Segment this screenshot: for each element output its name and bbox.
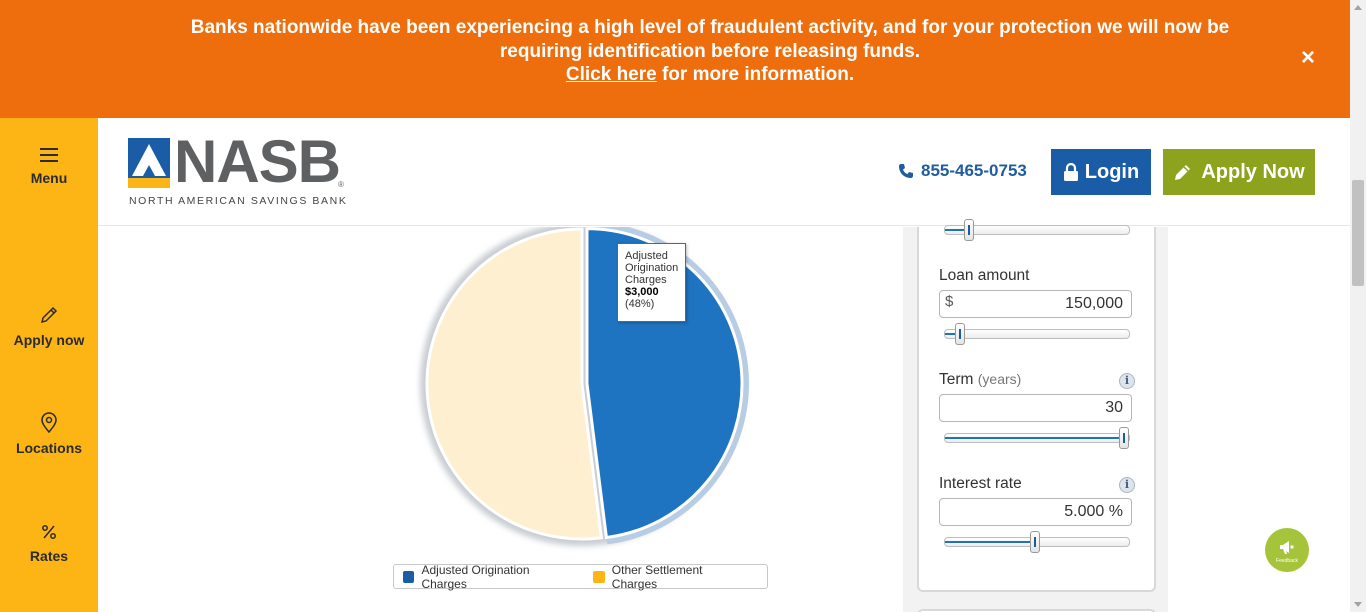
phone-link[interactable]: 855-465-0753 [898, 161, 1027, 181]
sidebar-item-rates[interactable]: Rates [0, 522, 98, 564]
login-button[interactable]: Login [1051, 149, 1151, 195]
term-field[interactable]: 30 [939, 394, 1132, 422]
sidebar-item-menu[interactable]: Menu [0, 146, 98, 186]
sidebar-item-label: Menu [30, 170, 68, 186]
slider-handle[interactable] [1119, 427, 1129, 449]
loan-amount-label: Loan amount [939, 267, 1030, 284]
lock-icon [1063, 162, 1078, 181]
sidebar-item-label: Locations [15, 440, 83, 456]
slider-fill [945, 437, 1124, 439]
legend-swatch [403, 570, 415, 583]
interest-rate-slider[interactable] [944, 531, 1130, 553]
settlement-charges-pie-chart [420, 227, 749, 546]
alert-message: Banks nationwide have been experiencing … [150, 16, 1270, 87]
slider-handle[interactable] [955, 323, 965, 345]
pie-slice-other-settlement-charges[interactable] [425, 227, 604, 541]
pencil-icon [1175, 165, 1191, 180]
loan-amount-field[interactable]: $ 150,000 [939, 290, 1132, 318]
percent-icon [42, 525, 56, 539]
close-icon[interactable]: × [1300, 44, 1315, 71]
loan-amount-slider[interactable] [944, 323, 1130, 345]
feedback-button[interactable]: Feedback [1265, 528, 1309, 572]
legend-item-other[interactable]: Other Settlement Charges [593, 563, 745, 591]
scroll-thumb[interactable] [1352, 180, 1364, 286]
apply-now-label: Apply Now [1201, 160, 1305, 183]
slider-fill [945, 333, 960, 335]
term-value: 30 [1105, 399, 1123, 416]
page-scrollbar[interactable] [1350, 0, 1366, 612]
currency-prefix: $ [945, 293, 954, 310]
apply-now-button[interactable]: Apply Now [1163, 149, 1315, 195]
pencil-icon [40, 306, 58, 324]
term-label: Term (years) [939, 371, 1021, 389]
calculator-card: Loan amount $ 150,000 Term (years) i 30 … [917, 219, 1156, 592]
map-pin-icon [41, 412, 57, 434]
interest-rate-info-icon[interactable]: i [1119, 477, 1135, 493]
chart-legend: Adjusted Origination Charges Other Settl… [393, 563, 768, 591]
sidebar: Menu Apply now Locations Rates [0, 118, 98, 612]
sidebar-item-locations[interactable]: Locations [0, 412, 98, 456]
slider-fill [945, 541, 1035, 543]
alert-message-text: Banks nationwide have been experiencing … [190, 17, 1230, 62]
slider-handle[interactable] [964, 219, 974, 241]
hamburger-icon [40, 148, 58, 162]
tooltip-label: Adjusted Origination Charges [625, 250, 679, 286]
interest-rate-value: 5.000 % [1064, 503, 1123, 520]
term-label-text: Term [939, 371, 974, 388]
sidebar-item-apply-now[interactable]: Apply now [0, 304, 98, 348]
sidebar-item-label: Rates [29, 548, 69, 564]
loan-amount-value: 150,000 [1065, 295, 1123, 312]
top-slider[interactable] [944, 219, 1130, 241]
phone-icon [899, 164, 913, 178]
logo-registered-mark: ® [338, 180, 344, 189]
sidebar-item-label: Apply now [13, 332, 85, 348]
legend-label: Other Settlement Charges [611, 562, 703, 591]
fraud-alert-banner: Banks nationwide have been experiencing … [0, 0, 1350, 118]
megaphone-icon [1280, 540, 1294, 554]
scroll-up-icon[interactable] [1354, 5, 1362, 10]
phone-number: 855-465-0753 [921, 161, 1027, 180]
slider-fill [945, 229, 969, 231]
nasb-logo[interactable]: NASB ® NORTH AMERICAN SAVINGS BANK [128, 132, 348, 208]
alert-click-here-link[interactable]: Click here [565, 64, 657, 85]
term-slider[interactable] [944, 427, 1130, 449]
tooltip-percent: (48%) [625, 298, 655, 310]
chart-tooltip: Adjusted Origination Charges $3,000 (48%… [617, 243, 686, 322]
site-header: NASB ® NORTH AMERICAN SAVINGS BANK 855-4… [98, 118, 1350, 226]
alert-link-suffix: for more information. [656, 64, 855, 85]
logo-wordmark: NASB [174, 128, 341, 195]
calculator-panel: Loan amount $ 150,000 Term (years) i 30 … [903, 219, 1168, 612]
slider-handle[interactable] [1030, 531, 1040, 553]
legend-swatch [593, 570, 605, 583]
tooltip-value: $3,000 [625, 286, 659, 298]
logo-subtitle: NORTH AMERICAN SAVINGS BANK [129, 195, 348, 207]
term-info-icon[interactable]: i [1119, 373, 1135, 389]
interest-rate-label: Interest rate [939, 475, 1022, 492]
login-label: Login [1084, 160, 1140, 183]
term-unit: (years) [977, 371, 1022, 387]
legend-label: Adjusted Origination Charges [421, 562, 530, 591]
interest-rate-field[interactable]: 5.000 % [939, 498, 1132, 526]
legend-item-origination[interactable]: Adjusted Origination Charges [403, 563, 571, 591]
feedback-label: Feedback [1276, 557, 1298, 564]
logo-mark-icon [128, 138, 170, 188]
scroll-down-icon[interactable] [1354, 602, 1362, 607]
